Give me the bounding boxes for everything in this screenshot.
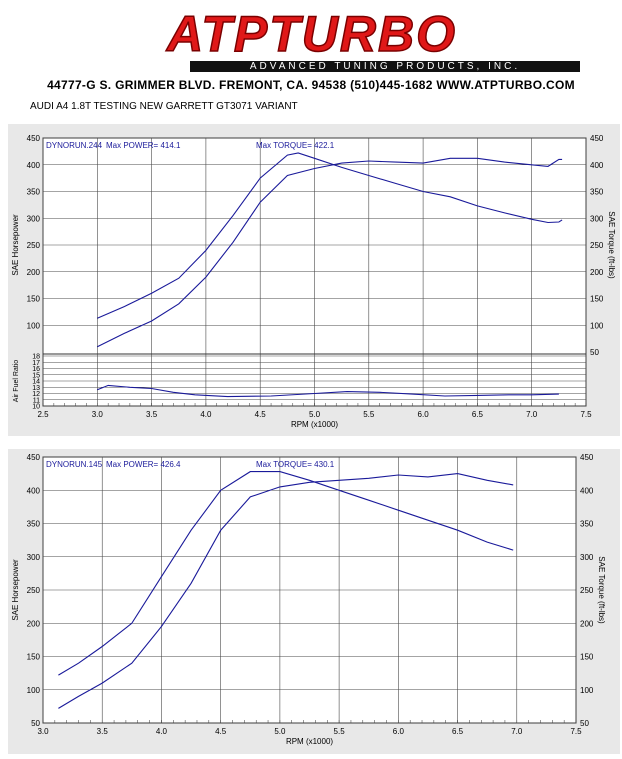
y2-tick-label: 400 <box>590 161 604 170</box>
y-tick-label: 100 <box>27 686 41 695</box>
x-tick-label: 5.5 <box>363 410 375 419</box>
max-torque-label: Max TORQUE= 422.1 <box>256 141 335 150</box>
torque-curve <box>97 152 563 319</box>
x-tick-label: 6.5 <box>452 727 464 736</box>
y2-tick-label: 250 <box>590 241 604 250</box>
power-curve <box>97 157 563 348</box>
address-line: 44777-G S. GRIMMER BLVD. FREMONT, CA. 94… <box>47 78 575 92</box>
x-tick-label: 4.5 <box>255 410 267 419</box>
y2-tick-label: 200 <box>580 619 594 628</box>
afr-tick-label: 15 <box>32 372 40 379</box>
afr-axis-label: Air Fuel Ratio <box>13 360 20 403</box>
x-tick-label: 3.0 <box>37 727 49 736</box>
dyno-chart-1: 2.5 3.0 3.5 4.0 4.5 5.0 5.5 6.0 6.5 7.0 7.5 450 400 3… <box>8 124 620 436</box>
y-tick-label: 450 <box>27 134 41 143</box>
x-tick-label: 3.5 <box>97 727 109 736</box>
afr-tick-label: 12 <box>32 391 40 398</box>
afr-tick-label: 16 <box>32 366 40 373</box>
brand-logo: ATPTURBO <box>42 0 582 64</box>
y-tick-label: 250 <box>27 241 41 250</box>
y-tick-label: 200 <box>27 268 41 277</box>
dyno-chart-2-svg: 3.0 3.5 4.0 4.5 5.0 5.5 6.0 6.5 7.0 7.5 450 400 350 3… <box>11 453 606 746</box>
max-power-label: Max POWER= 414.1 <box>106 141 181 150</box>
y-axis-label: SAE Horsepower <box>11 559 20 621</box>
y-tick-label: 200 <box>27 619 41 628</box>
y-tick-label: 450 <box>27 453 41 462</box>
afr-tick-label: 18 <box>32 354 40 361</box>
x-tick-label: 4.5 <box>215 727 227 736</box>
max-torque-label: Max TORQUE= 430.1 <box>256 460 335 469</box>
x-tick-label: 3.5 <box>146 410 158 419</box>
y-tick-label: 300 <box>27 553 41 562</box>
afr-tick-label: 13 <box>32 385 40 392</box>
run-label: DYNORUN.244 <box>46 141 103 150</box>
y2-tick-label: 200 <box>590 268 604 277</box>
y2-axis-label: SAE Torque (ft-lbs) <box>597 556 606 624</box>
y2-tick-label: 50 <box>590 348 599 357</box>
x-axis-label: RPM (x1000) <box>286 737 333 746</box>
header: ATPTURBO ADVANCED TUNING PRODUCTS, INC. … <box>0 0 622 98</box>
afr-curve <box>97 384 559 398</box>
y2-tick-label: 450 <box>590 134 604 143</box>
y2-tick-label: 100 <box>580 686 594 695</box>
x-tick-label: 6.0 <box>393 727 405 736</box>
dyno-chart-2: 3.0 3.5 4.0 4.5 5.0 5.5 6.0 6.5 7.0 7.5 450 400 350 3… <box>8 449 620 754</box>
y2-tick-label: 400 <box>580 486 594 495</box>
chart-subtitle: AUDI A4 1.8T TESTING NEW GARRETT GT3071 … <box>30 101 298 112</box>
max-power-label: Max POWER= 426.4 <box>106 460 181 469</box>
dyno-chart-1-svg: 2.5 3.0 3.5 4.0 4.5 5.0 5.5 6.0 6.5 7.0 7.5 450 400 3… <box>11 134 616 429</box>
y-tick-label: 50 <box>31 719 40 728</box>
torque-curve <box>58 471 514 676</box>
afr-tick-label: 17 <box>32 360 40 367</box>
x-tick-label: 5.0 <box>274 727 286 736</box>
tagline: ADVANCED TUNING PRODUCTS, INC. <box>190 61 580 72</box>
y2-tick-label: 150 <box>580 653 594 662</box>
x-tick-label: 5.0 <box>309 410 321 419</box>
y-tick-label: 400 <box>27 486 41 495</box>
y2-tick-label: 300 <box>590 214 604 223</box>
x-tick-label: 4.0 <box>156 727 168 736</box>
y2-tick-label: 350 <box>590 188 604 197</box>
y-tick-label: 250 <box>27 586 41 595</box>
y2-tick-label: 350 <box>580 520 594 529</box>
y2-tick-label: 250 <box>580 586 594 595</box>
y-tick-label: 400 <box>27 161 41 170</box>
x-tick-label: 4.0 <box>200 410 212 419</box>
y-tick-label: 350 <box>27 188 41 197</box>
y2-tick-label: 50 <box>580 719 589 728</box>
y-tick-label: 300 <box>27 214 41 223</box>
x-axis-label: RPM (x1000) <box>291 420 338 429</box>
afr-tick-label: 11 <box>33 397 40 404</box>
x-tick-label: 7.0 <box>511 727 523 736</box>
y-tick-label: 150 <box>27 295 41 304</box>
y-axis-label: SAE Horsepower <box>11 214 20 276</box>
x-tick-label: 7.5 <box>580 410 592 419</box>
y2-tick-label: 300 <box>580 553 594 562</box>
x-tick-label: 7.0 <box>526 410 538 419</box>
y-tick-label: 350 <box>27 520 41 529</box>
afr-tick-label: 10 <box>32 404 40 411</box>
power-curve <box>58 473 514 709</box>
x-tick-label: 6.0 <box>418 410 430 419</box>
y2-tick-label: 450 <box>580 453 594 462</box>
x-tick-label: 3.0 <box>92 410 104 419</box>
y2-tick-label: 150 <box>590 295 604 304</box>
afr-tick-label: 14 <box>32 379 40 386</box>
brand-wordmark: ATPTURBO <box>166 5 458 63</box>
y2-axis-label: SAE Torque (ft-lbs) <box>607 211 616 279</box>
x-tick-label: 2.5 <box>37 410 49 419</box>
y2-tick-label: 100 <box>590 321 604 330</box>
run-label: DYNORUN.145 <box>46 460 103 469</box>
x-tick-label: 6.5 <box>472 410 484 419</box>
x-tick-label: 5.5 <box>334 727 346 736</box>
y-tick-label: 150 <box>27 653 41 662</box>
x-tick-label: 7.5 <box>570 727 582 736</box>
y-tick-label: 100 <box>27 321 41 330</box>
